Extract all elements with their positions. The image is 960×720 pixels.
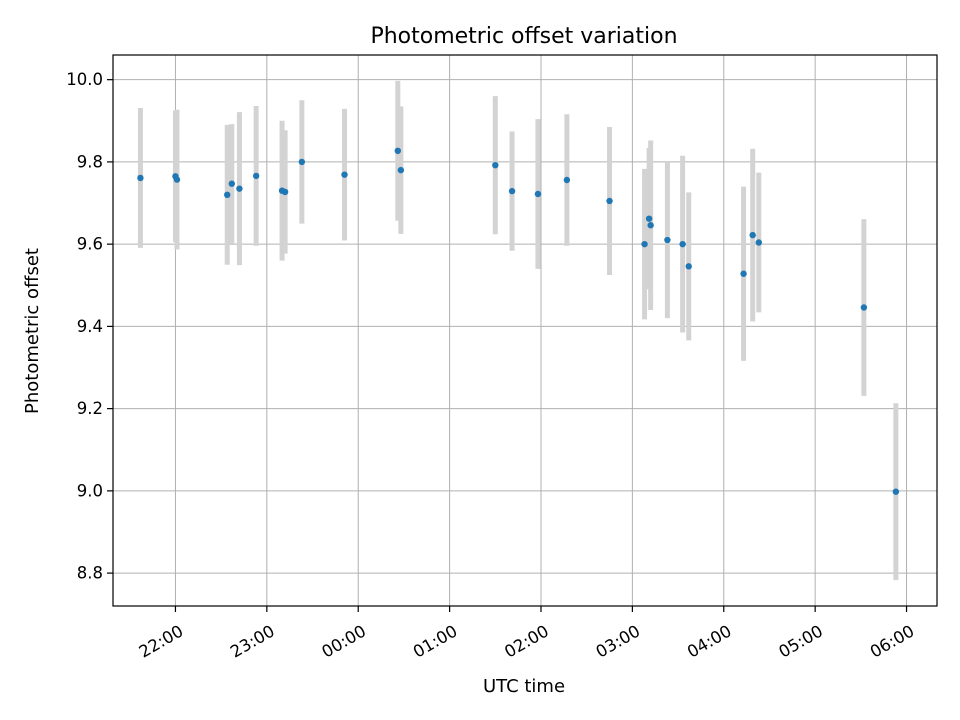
data-point xyxy=(740,270,747,277)
data-point xyxy=(137,174,144,182)
x-tick-label: 03:00 xyxy=(593,621,644,661)
data-point xyxy=(641,240,648,248)
data-point xyxy=(606,197,613,205)
x-axis-label: UTC time xyxy=(483,676,565,697)
data-point xyxy=(860,304,868,311)
data-point xyxy=(647,222,654,229)
data-point xyxy=(685,263,692,270)
x-tick-label: 00:00 xyxy=(319,621,370,661)
data-point xyxy=(252,172,260,180)
data-point xyxy=(679,240,686,248)
x-tick-label: 04:00 xyxy=(684,621,735,661)
x-tick-label: 06:00 xyxy=(867,621,918,661)
y-tick-label: 9.6 xyxy=(77,235,103,254)
x-tick-label: 01:00 xyxy=(410,621,461,661)
plot-frame xyxy=(112,54,938,607)
data-point xyxy=(281,188,289,196)
x-tick-label: 22:00 xyxy=(136,621,187,661)
y-tick-label: 10.0 xyxy=(66,70,103,89)
data-point xyxy=(749,231,756,239)
data-point xyxy=(892,488,900,495)
data-point xyxy=(508,187,516,195)
y-tick-label: 8.8 xyxy=(77,564,103,583)
grid xyxy=(113,55,937,606)
data-point xyxy=(298,158,306,166)
x-tick-label: 23:00 xyxy=(227,621,278,661)
y-tick-label: 9.2 xyxy=(77,399,103,418)
x-axis: 22:00 23:00 00:00 01:00 02:00 03:00 04:00 05:00… xyxy=(136,606,918,662)
x-tick-label: 05:00 xyxy=(775,621,826,661)
error-bars xyxy=(137,80,899,581)
data-point xyxy=(236,185,243,192)
data-point xyxy=(563,176,571,184)
chart-title: Photometric offset variation xyxy=(370,24,677,49)
data-point xyxy=(228,180,236,187)
y-axis-label: Photometric offset xyxy=(22,248,43,414)
y-tick-label: 9.4 xyxy=(77,317,103,336)
y-tick-label: 9.8 xyxy=(77,152,103,171)
data-points xyxy=(137,147,900,495)
data-point xyxy=(224,191,231,199)
data-point xyxy=(534,190,542,198)
x-tick-label: 02:00 xyxy=(501,621,552,661)
data-point xyxy=(645,215,653,222)
data-point xyxy=(173,176,181,183)
y-axis: 8.8 9.0 9.2 9.4 9.6 9.8 10.0 xyxy=(66,70,113,583)
data-point xyxy=(755,239,762,246)
data-point xyxy=(394,147,402,155)
y-tick-label: 9.0 xyxy=(77,481,103,500)
data-point xyxy=(664,236,671,244)
data-point xyxy=(341,171,348,178)
data-point xyxy=(397,166,405,174)
data-point xyxy=(492,162,499,169)
